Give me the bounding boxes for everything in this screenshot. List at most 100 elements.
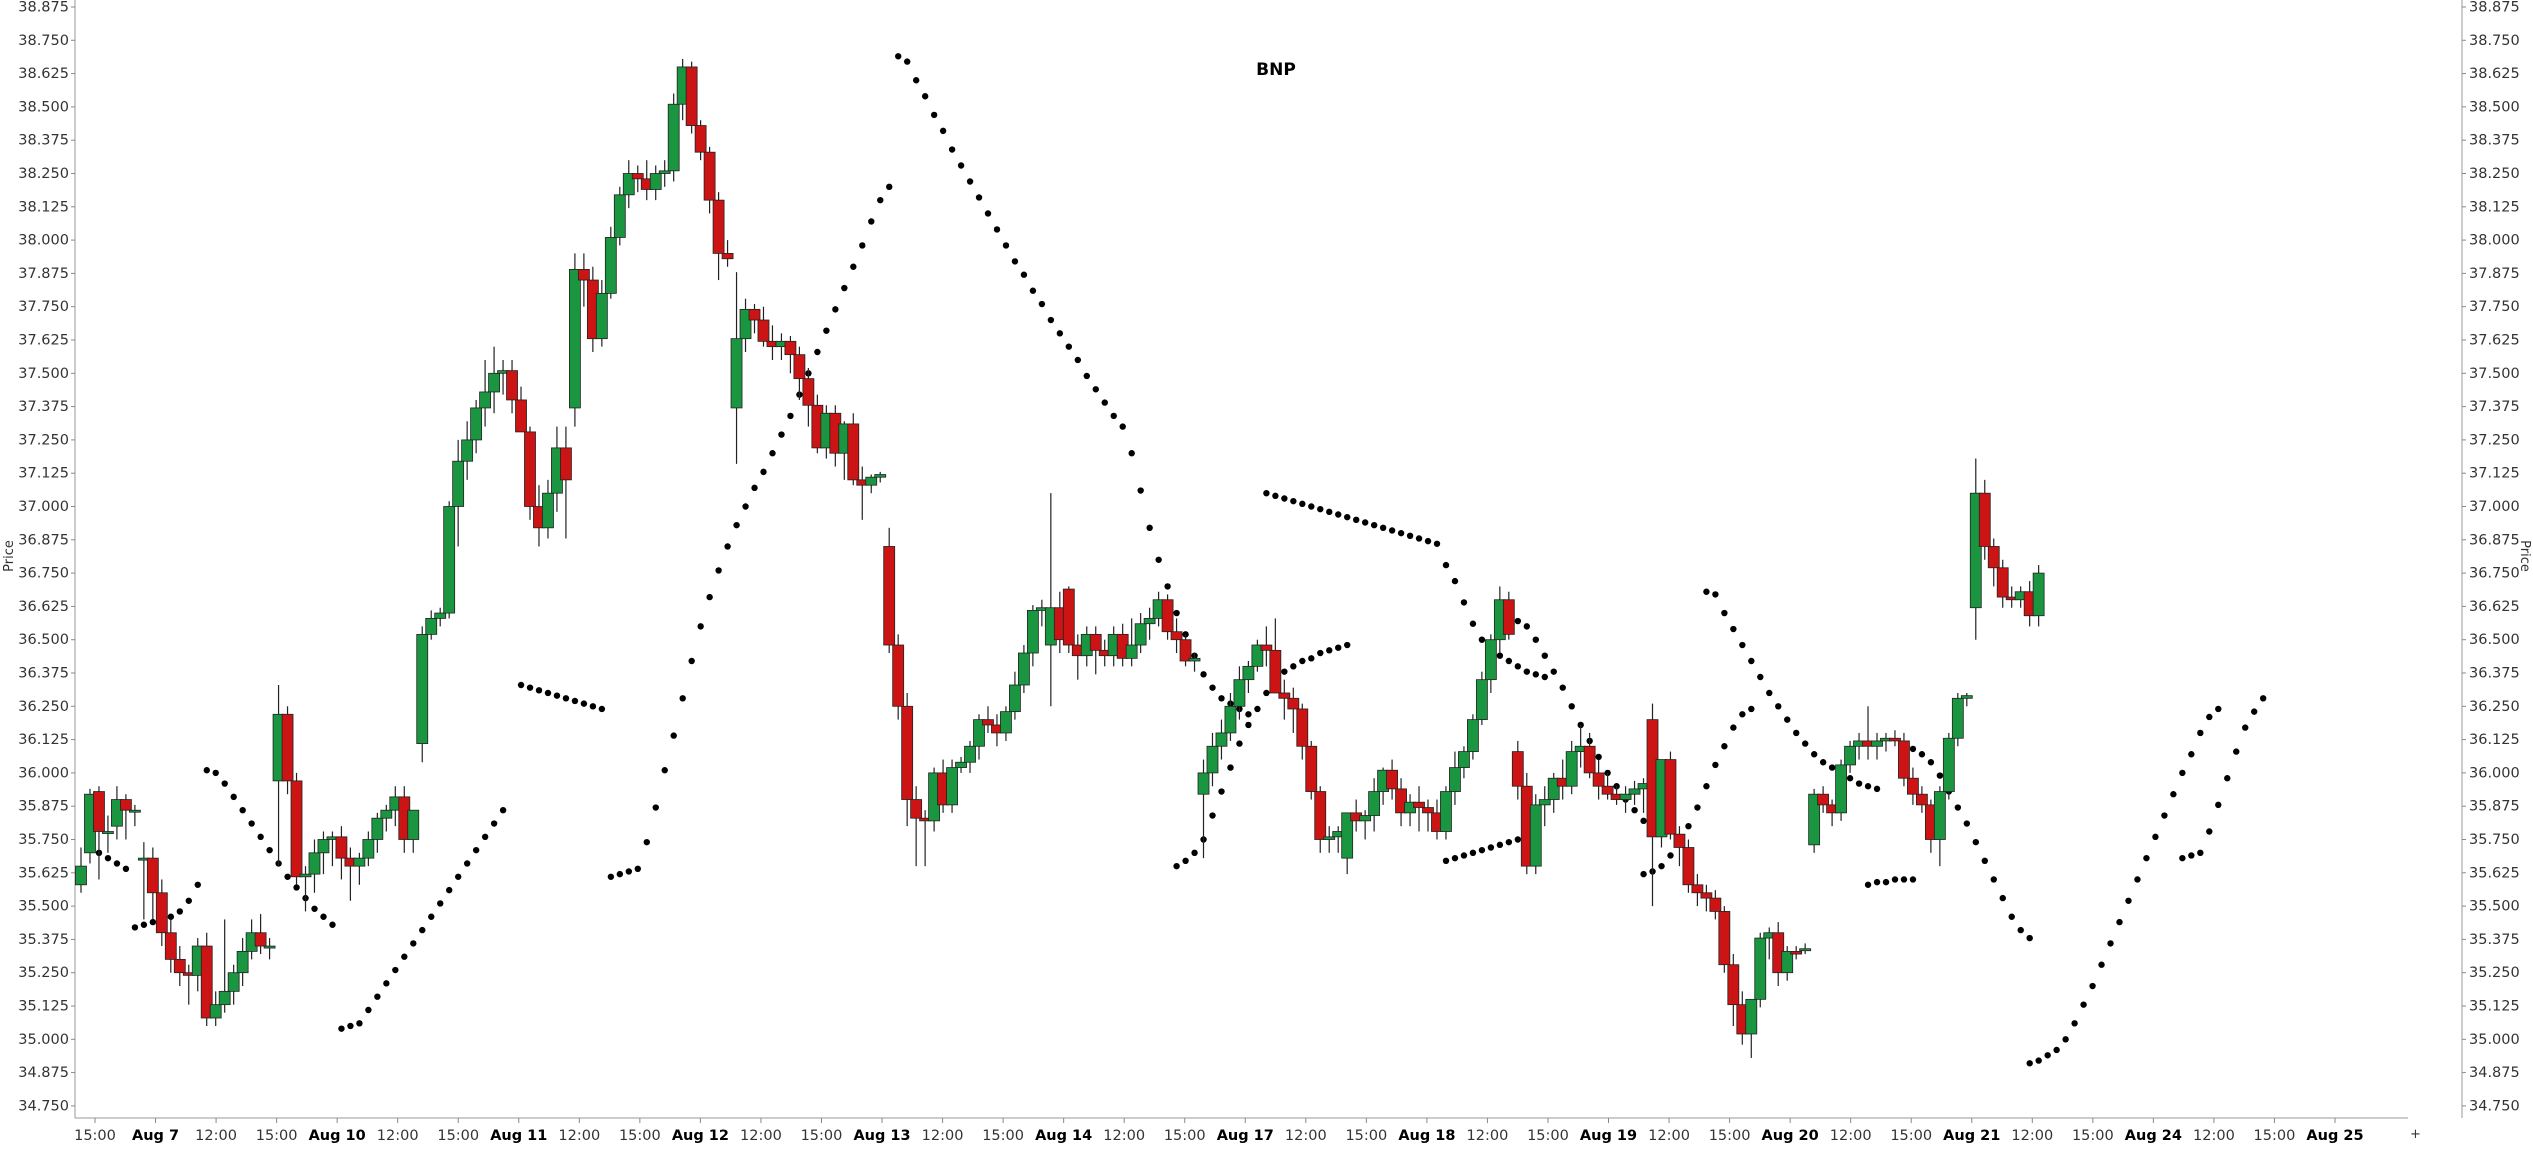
candle-body-down bbox=[721, 253, 734, 260]
candle-body-down bbox=[910, 799, 923, 819]
candle-body-up bbox=[317, 839, 330, 854]
y-tick-label-right: 36.875 bbox=[2469, 532, 2520, 548]
sar-dot bbox=[652, 804, 659, 811]
sar-dot bbox=[661, 767, 668, 774]
sar-dot bbox=[1290, 663, 1297, 670]
candle-body-up bbox=[1251, 644, 1264, 667]
sar-dot bbox=[2026, 1060, 2033, 1067]
sar-dot bbox=[1442, 561, 1450, 569]
sar-dot bbox=[571, 697, 579, 705]
candle-body-up bbox=[299, 873, 312, 878]
sar-dot bbox=[1855, 780, 1863, 787]
x-tick-label: 12:00 bbox=[2011, 1128, 2053, 1144]
sar-dot bbox=[2215, 705, 2222, 713]
sar-dot bbox=[1505, 657, 1513, 665]
candle-body-down bbox=[1907, 777, 1919, 795]
candle-body-up bbox=[622, 173, 635, 196]
candle-body-up bbox=[649, 173, 662, 190]
sar-dot bbox=[1514, 663, 1522, 670]
sar-dot bbox=[329, 921, 336, 928]
candle-body-down bbox=[883, 546, 896, 646]
candle-body-down bbox=[1422, 807, 1434, 814]
candle-body-up bbox=[443, 506, 456, 614]
sar-dot bbox=[1020, 271, 1028, 278]
sar-dot bbox=[1487, 844, 1495, 851]
y-tick-label-left: 36.625 bbox=[18, 599, 69, 615]
y-tick-label-left: 35.000 bbox=[18, 1032, 69, 1048]
y-tick-label-left: 36.375 bbox=[18, 666, 69, 682]
y-tick-label-left: 38.875 bbox=[18, 0, 69, 16]
sar-dot bbox=[1299, 657, 1306, 665]
sar-dot bbox=[1388, 527, 1396, 534]
candle-body-down bbox=[1413, 801, 1425, 808]
sar-dot bbox=[221, 780, 228, 787]
x-tick-label: 15:00 bbox=[256, 1128, 298, 1144]
sar-dot bbox=[706, 593, 713, 601]
candle-body-down bbox=[1916, 793, 1928, 806]
sar-dot bbox=[841, 284, 848, 292]
sar-dot bbox=[2161, 812, 2168, 819]
candle-body-up bbox=[1215, 732, 1228, 747]
candle-body-up bbox=[1933, 791, 1946, 840]
sar-dot bbox=[1532, 671, 1540, 678]
x-tick-label: 12:00 bbox=[1285, 1128, 1327, 1144]
sar-dot bbox=[1326, 647, 1333, 654]
candle-body-up bbox=[1547, 777, 1560, 800]
candle-body-up bbox=[874, 474, 887, 478]
sar-dot bbox=[1317, 505, 1324, 513]
sar-dot bbox=[1640, 817, 1647, 825]
sar-dot bbox=[1550, 668, 1557, 675]
sar-dot bbox=[1263, 689, 1270, 697]
sar-dot bbox=[2089, 982, 2096, 990]
y-tick-label-left: 35.500 bbox=[18, 899, 69, 915]
x-tick-label: 12:00 bbox=[922, 1128, 964, 1144]
sar-dot bbox=[1846, 775, 1854, 782]
sar-dot bbox=[715, 567, 722, 574]
sar-dot bbox=[167, 913, 175, 920]
sar-dot bbox=[1415, 535, 1423, 542]
sar-dot bbox=[2197, 729, 2204, 737]
y-tick-label-right: 35.625 bbox=[2469, 865, 2520, 881]
candle-body-up bbox=[1475, 679, 1488, 721]
y-tick-label-right: 38.750 bbox=[2469, 33, 2520, 49]
candle-body-up bbox=[1942, 737, 1955, 792]
sar-dot bbox=[446, 886, 453, 894]
candle-body-up bbox=[1143, 617, 1156, 625]
sar-dot bbox=[1469, 620, 1477, 627]
candle-body-down bbox=[1305, 745, 1318, 792]
candle-body-down bbox=[290, 780, 303, 878]
candle-body-up bbox=[730, 338, 743, 409]
candle-body-down bbox=[515, 399, 527, 433]
sar-dot bbox=[104, 854, 112, 862]
sar-dot bbox=[266, 846, 273, 854]
sar-dot bbox=[1918, 751, 1926, 758]
x-tick-label: 15:00 bbox=[982, 1128, 1024, 1144]
sar-dot bbox=[1442, 857, 1450, 865]
y-tick-label-left: 38.750 bbox=[18, 33, 69, 49]
candle-body-down bbox=[1296, 708, 1309, 747]
sar-dot bbox=[1496, 841, 1504, 849]
candle-body-up bbox=[218, 990, 231, 1006]
candle-body-up bbox=[1781, 950, 1794, 974]
sar-dot bbox=[1209, 684, 1216, 691]
y-tick-label-left: 38.250 bbox=[18, 166, 69, 182]
y-tick-label-left: 36.125 bbox=[18, 732, 69, 748]
sar-dot bbox=[634, 865, 641, 873]
right-y-axis: 34.750 34.875 35.000 35.125 35.250 35.375 35.5… bbox=[2462, 0, 2520, 1114]
sar-dot bbox=[1047, 316, 1055, 324]
sar-dot bbox=[1810, 751, 1818, 758]
y-tick-label-left: 35.750 bbox=[18, 832, 69, 848]
sar-dot bbox=[886, 183, 893, 191]
candle-body-up bbox=[1960, 695, 1973, 699]
candle-body-up bbox=[613, 194, 626, 238]
sar-dot bbox=[688, 657, 695, 665]
candle-body-down bbox=[757, 319, 770, 342]
candle-body-down bbox=[577, 269, 590, 281]
sar-dot bbox=[1748, 657, 1755, 665]
sar-dot bbox=[1505, 838, 1513, 846]
candle-body-up bbox=[1206, 745, 1219, 774]
candle-body-up bbox=[1565, 751, 1578, 787]
sar-dot bbox=[697, 623, 704, 630]
sar-dot bbox=[814, 348, 821, 356]
